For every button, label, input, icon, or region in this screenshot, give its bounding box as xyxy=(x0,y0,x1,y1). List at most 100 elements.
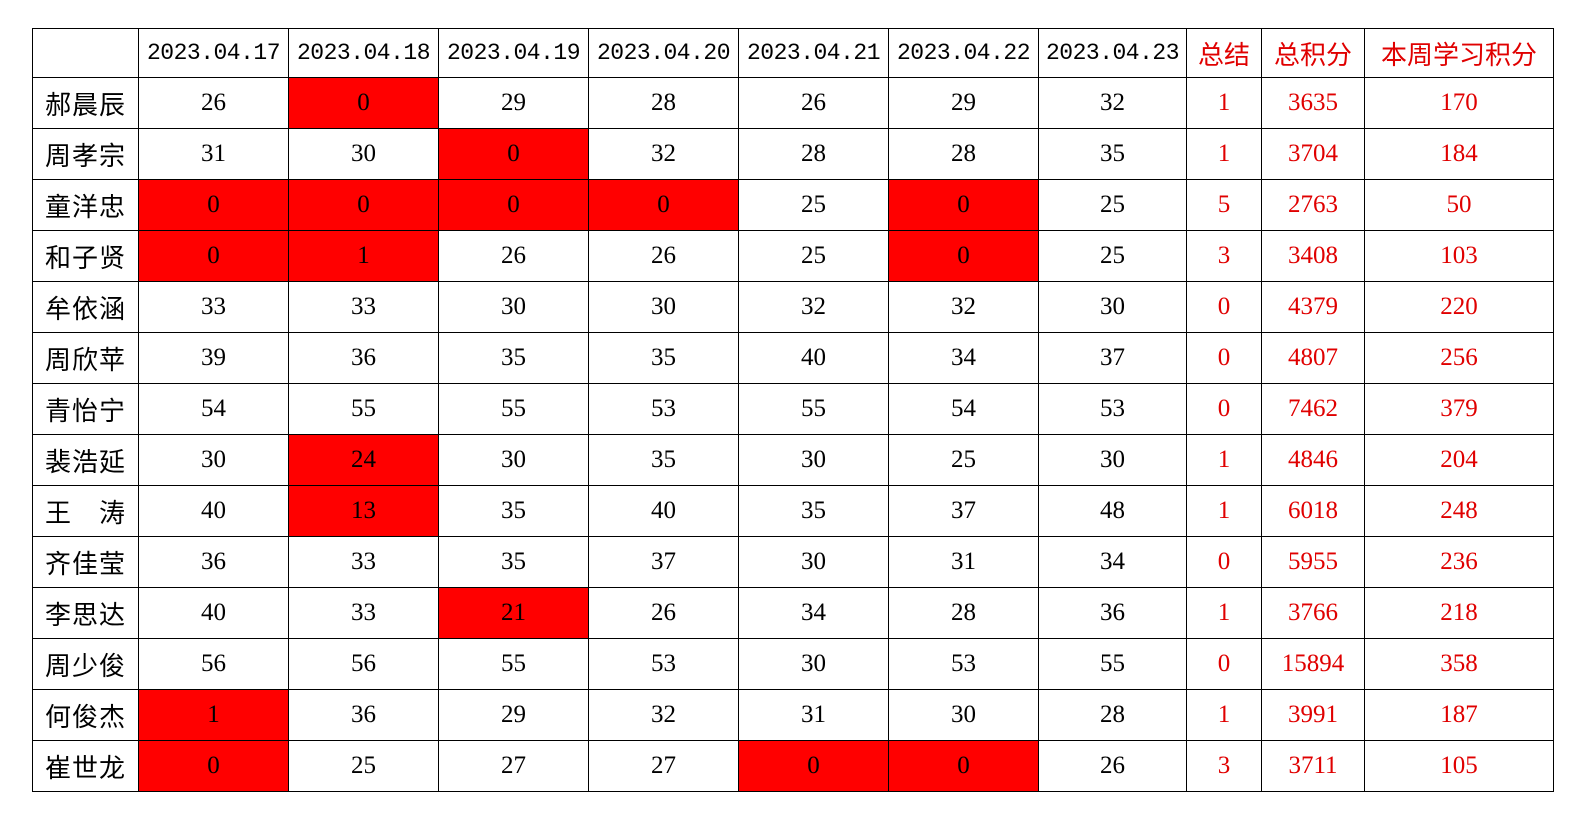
daily-score-cell: 0 xyxy=(438,128,589,180)
daily-score-cell: 21 xyxy=(438,587,589,639)
summary-cell: 1 xyxy=(1186,77,1262,129)
summary-cell: 1 xyxy=(1186,587,1262,639)
student-name: 周孝宗 xyxy=(32,128,139,180)
date-header: 2023.04.17 xyxy=(138,28,289,78)
daily-score-cell: 30 xyxy=(438,434,589,486)
date-header: 2023.04.22 xyxy=(888,28,1039,78)
daily-score-cell: 28 xyxy=(888,587,1039,639)
table-row: 齐佳莹 36 33 35 37 30 31 34 0 5955 236 xyxy=(32,536,1554,588)
daily-score-cell: 26 xyxy=(1038,740,1187,792)
week-points-cell: 50 xyxy=(1364,179,1554,231)
daily-score-cell: 27 xyxy=(588,740,739,792)
total-points-cell: 7462 xyxy=(1261,383,1365,435)
corner-cell xyxy=(32,28,139,78)
week-points-cell: 256 xyxy=(1364,332,1554,384)
student-name: 周少俊 xyxy=(32,638,139,690)
total-points-cell: 3711 xyxy=(1261,740,1365,792)
student-name: 崔世龙 xyxy=(32,740,139,792)
summary-cell: 0 xyxy=(1186,332,1262,384)
daily-score-cell: 25 xyxy=(1038,179,1187,231)
table-row: 何俊杰 1 36 29 32 31 30 28 1 3991 187 xyxy=(32,689,1554,741)
daily-score-cell: 34 xyxy=(738,587,889,639)
table-row: 周孝宗 31 30 0 32 28 28 35 1 3704 184 xyxy=(32,128,1554,180)
daily-score-cell: 30 xyxy=(738,434,889,486)
total-points-cell: 15894 xyxy=(1261,638,1365,690)
summary-cell: 1 xyxy=(1186,128,1262,180)
daily-score-cell: 37 xyxy=(1038,332,1187,384)
summary-cell: 0 xyxy=(1186,638,1262,690)
student-name: 齐佳莹 xyxy=(32,536,139,588)
week-points-cell: 184 xyxy=(1364,128,1554,180)
daily-score-cell: 34 xyxy=(888,332,1039,384)
daily-score-cell: 31 xyxy=(138,128,289,180)
student-name: 周欣苹 xyxy=(32,332,139,384)
table-row: 周少俊 56 56 55 53 30 53 55 0 15894 358 xyxy=(32,638,1554,690)
daily-score-cell: 36 xyxy=(288,332,439,384)
total-points-cell: 3408 xyxy=(1261,230,1365,282)
table-row: 王 涛 40 13 35 40 35 37 48 1 6018 248 xyxy=(32,485,1554,537)
daily-score-cell: 34 xyxy=(1038,536,1187,588)
table-row: 郝晨辰 26 0 29 28 26 29 32 1 3635 170 xyxy=(32,77,1554,129)
daily-score-cell: 55 xyxy=(438,383,589,435)
week-points-cell: 358 xyxy=(1364,638,1554,690)
daily-score-cell: 33 xyxy=(138,281,289,333)
daily-score-cell: 35 xyxy=(588,434,739,486)
daily-score-cell: 31 xyxy=(888,536,1039,588)
daily-score-cell: 32 xyxy=(588,128,739,180)
daily-score-cell: 29 xyxy=(438,689,589,741)
daily-score-cell: 55 xyxy=(438,638,589,690)
daily-score-cell: 36 xyxy=(288,689,439,741)
total-points-cell: 3991 xyxy=(1261,689,1365,741)
daily-score-cell: 30 xyxy=(288,128,439,180)
week-points-cell: 105 xyxy=(1364,740,1554,792)
daily-score-cell: 1 xyxy=(138,689,289,741)
daily-score-cell: 0 xyxy=(138,230,289,282)
summary-cell: 5 xyxy=(1186,179,1262,231)
table-row: 周欣苹 39 36 35 35 40 34 37 0 4807 256 xyxy=(32,332,1554,384)
table-row: 牟依涵 33 33 30 30 32 32 30 0 4379 220 xyxy=(32,281,1554,333)
daily-score-cell: 37 xyxy=(888,485,1039,537)
daily-score-cell: 40 xyxy=(138,587,289,639)
daily-score-cell: 53 xyxy=(1038,383,1187,435)
daily-score-cell: 35 xyxy=(1038,128,1187,180)
date-header: 2023.04.18 xyxy=(288,28,439,78)
daily-score-cell: 28 xyxy=(1038,689,1187,741)
week-points-header: 本周学习积分 xyxy=(1364,28,1554,78)
daily-score-cell: 25 xyxy=(288,740,439,792)
daily-score-cell: 36 xyxy=(1038,587,1187,639)
daily-score-cell: 25 xyxy=(1038,230,1187,282)
daily-score-cell: 30 xyxy=(138,434,289,486)
daily-score-cell: 30 xyxy=(738,536,889,588)
daily-score-cell: 35 xyxy=(438,485,589,537)
daily-score-cell: 32 xyxy=(888,281,1039,333)
student-name: 青怡宁 xyxy=(32,383,139,435)
daily-score-cell: 35 xyxy=(438,332,589,384)
total-points-cell: 4379 xyxy=(1261,281,1365,333)
daily-score-cell: 30 xyxy=(438,281,589,333)
daily-score-cell: 0 xyxy=(138,179,289,231)
student-name: 李思达 xyxy=(32,587,139,639)
date-header: 2023.04.20 xyxy=(588,28,739,78)
daily-score-cell: 53 xyxy=(588,383,739,435)
daily-score-cell: 32 xyxy=(738,281,889,333)
daily-score-cell: 13 xyxy=(288,485,439,537)
daily-score-cell: 25 xyxy=(738,230,889,282)
daily-score-cell: 55 xyxy=(1038,638,1187,690)
table-row: 童洋忠 0 0 0 0 25 0 25 5 2763 50 xyxy=(32,179,1554,231)
week-points-cell: 103 xyxy=(1364,230,1554,282)
daily-score-cell: 55 xyxy=(738,383,889,435)
header-row: 2023.04.17 2023.04.18 2023.04.19 2023.04… xyxy=(32,28,1554,78)
summary-header: 总结 xyxy=(1186,28,1262,78)
student-name: 王 涛 xyxy=(32,485,139,537)
week-points-cell: 220 xyxy=(1364,281,1554,333)
table-row: 崔世龙 0 25 27 27 0 0 26 3 3711 105 xyxy=(32,740,1554,792)
daily-score-cell: 0 xyxy=(888,230,1039,282)
daily-score-cell: 24 xyxy=(288,434,439,486)
daily-score-cell: 27 xyxy=(438,740,589,792)
daily-score-cell: 35 xyxy=(738,485,889,537)
daily-score-cell: 26 xyxy=(438,230,589,282)
summary-cell: 1 xyxy=(1186,485,1262,537)
student-name: 裴浩延 xyxy=(32,434,139,486)
points-table: 2023.04.17 2023.04.18 2023.04.19 2023.04… xyxy=(32,28,1554,792)
table-row: 青怡宁 54 55 55 53 55 54 53 0 7462 379 xyxy=(32,383,1554,435)
